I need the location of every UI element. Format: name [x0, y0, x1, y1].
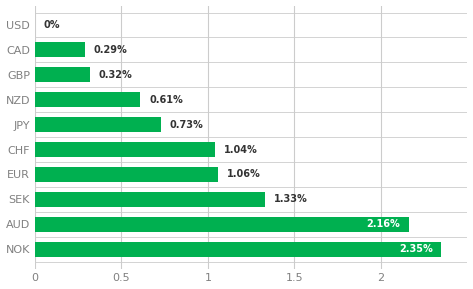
Text: 0.61%: 0.61% — [149, 95, 183, 105]
Text: 0.29%: 0.29% — [94, 45, 128, 55]
Text: 0.73%: 0.73% — [170, 120, 203, 129]
Text: 2.16%: 2.16% — [366, 219, 400, 229]
Bar — [35, 142, 215, 157]
Bar — [35, 67, 90, 82]
Text: 1.33%: 1.33% — [274, 194, 307, 204]
Text: 2.35%: 2.35% — [399, 244, 433, 254]
Text: 0.32%: 0.32% — [99, 70, 133, 80]
Text: 0%: 0% — [44, 20, 60, 30]
Bar — [35, 92, 140, 107]
Bar — [35, 192, 265, 207]
Bar — [35, 42, 85, 57]
Text: 1.06%: 1.06% — [227, 169, 261, 179]
Bar — [35, 217, 409, 232]
Bar — [35, 167, 219, 182]
Text: 1.04%: 1.04% — [224, 144, 257, 155]
Bar — [35, 117, 161, 132]
Bar — [35, 242, 441, 257]
